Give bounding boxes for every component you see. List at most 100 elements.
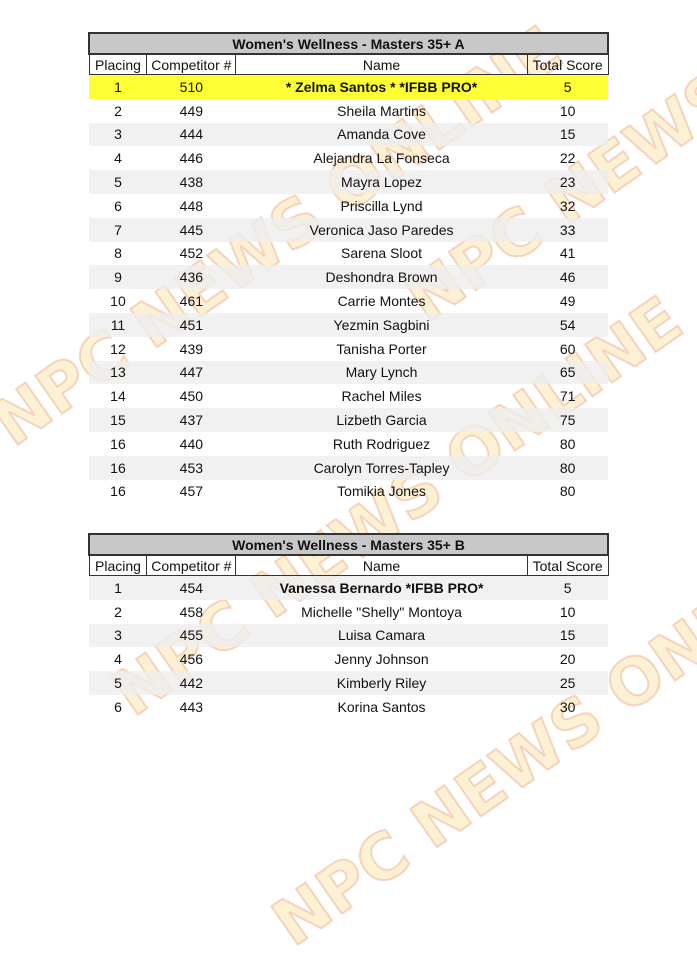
placing-cell: 3 <box>89 122 147 147</box>
total-score-cell: 23 <box>527 170 608 194</box>
competitor-name-cell: Luisa Camara <box>235 623 528 648</box>
placing-cell: 3 <box>89 623 147 648</box>
total-score-cell: 80 <box>527 455 608 480</box>
competitor-number-cell: 437 <box>146 408 236 432</box>
competitor-number-cell: 447 <box>146 360 236 385</box>
competitor-name-cell: Sheila Martins <box>337 102 426 119</box>
column-header: Competitor # <box>146 555 237 576</box>
competitor-name-cell: Veronica Jaso Paredes <box>235 217 528 242</box>
total-score-cell: 10 <box>559 603 576 620</box>
placing-cell: 16 <box>89 455 147 480</box>
placing-cell: 1 <box>89 74 147 99</box>
competitor-name-cell: Yezmin Sagbini <box>235 312 528 337</box>
competitor-number-cell: 440 <box>179 435 204 452</box>
column-header: Placing <box>88 555 148 576</box>
table-row: 4 456 Jenny Johnson 20 <box>89 647 608 671</box>
placing-cell: 11 <box>89 312 147 337</box>
table-row: 10 461 Carrie Montes 49 <box>89 289 608 313</box>
column-header: Total Score <box>526 54 609 75</box>
table-row: 2 449 Sheila Martins 10 <box>89 99 608 123</box>
table-row: 16 440 Ruth Rodriguez 80 <box>89 432 608 456</box>
competitor-name-cell: Mary Lynch <box>235 360 528 385</box>
table-title: Women's Wellness - Masters 35+ A <box>88 32 609 55</box>
total-score-cell: 5 <box>527 74 608 99</box>
table-title: Women's Wellness - Masters 35+ B <box>88 533 609 556</box>
total-score-cell: 49 <box>559 293 576 310</box>
placing-cell: 8 <box>114 245 122 262</box>
table-row: 13 447 Mary Lynch 65 <box>89 360 608 385</box>
competitor-number-cell: 450 <box>179 388 204 405</box>
placing-cell: 5 <box>89 170 147 194</box>
competitor-name-cell: Michelle "Shelly" Montoya <box>301 603 462 620</box>
column-header: Placing <box>88 54 148 75</box>
placing-cell: 5 <box>89 671 147 695</box>
table-row: 16 457 Tomikia Jones 80 <box>89 480 608 504</box>
total-score-cell: 41 <box>559 245 576 262</box>
competitor-name-cell: Carolyn Torres-Tapley <box>235 455 528 480</box>
table-row: 12 439 Tanisha Porter 60 <box>89 337 608 361</box>
table-row: 6 448 Priscilla Lynd 32 <box>89 194 608 218</box>
placing-cell: 1 <box>89 575 147 600</box>
competitor-number-cell: 438 <box>146 170 236 194</box>
competitor-number-cell: 443 <box>179 698 204 715</box>
competitor-name-cell: Ruth Rodriguez <box>332 435 431 452</box>
results-table-masters-a: Women's Wellness - Masters 35+ A Placing C… <box>88 32 609 503</box>
competitor-name-cell: * Zelma Santos * *IFBB PRO* <box>235 74 528 99</box>
table-row: 6 443 Korina Santos 30 <box>89 695 608 719</box>
total-score-cell: 33 <box>527 217 608 242</box>
placing-cell: 12 <box>110 340 126 357</box>
competitor-name-cell: Sarena Sloot <box>341 245 422 262</box>
table-row: 5 442 Kimberly Riley 25 <box>89 671 608 695</box>
table-row: 15 437 Lizbeth Garcia 75 <box>89 408 608 432</box>
placing-cell: 10 <box>110 293 126 310</box>
total-score-cell: 46 <box>527 265 608 290</box>
placing-cell: 2 <box>114 102 122 119</box>
competitor-name-cell: Priscilla Lynd <box>340 197 423 214</box>
total-score-cell: 15 <box>527 623 608 648</box>
total-score-cell: 22 <box>559 150 576 167</box>
total-score-cell: 71 <box>559 388 576 405</box>
table-row: 5 438 Mayra Lopez 23 <box>89 170 608 194</box>
placing-cell: 13 <box>89 360 147 385</box>
total-score-cell: 10 <box>559 102 576 119</box>
competitor-number-cell: 452 <box>179 245 204 262</box>
competitor-number-cell: 456 <box>179 651 204 668</box>
total-score-cell: 5 <box>527 575 608 600</box>
competitor-number-cell: 457 <box>179 483 204 500</box>
table-row: 14 450 Rachel Miles 71 <box>89 384 608 408</box>
total-score-cell: 80 <box>559 483 576 500</box>
total-score-cell: 80 <box>559 435 576 452</box>
competitor-number-cell: 455 <box>146 623 236 648</box>
placing-cell: 16 <box>110 435 126 452</box>
header-row: Placing Competitor # Name Total Score <box>88 54 609 75</box>
table-row: 11 451 Yezmin Sagbini 54 <box>89 312 608 337</box>
competitor-name-cell: Lizbeth Garcia <box>235 408 528 432</box>
competitor-name-cell: Carrie Montes <box>337 293 426 310</box>
header-row: Placing Competitor # Name Total Score <box>88 555 609 576</box>
total-score-cell: 65 <box>527 360 608 385</box>
total-score-cell: 20 <box>559 651 576 668</box>
competitor-name-cell: Deshondra Brown <box>235 265 528 290</box>
competitor-name-cell: Korina Santos <box>337 698 426 715</box>
competitor-name-cell: Mayra Lopez <box>235 170 528 194</box>
placing-cell: 14 <box>110 388 126 405</box>
placing-cell: 6 <box>114 698 122 715</box>
competitor-name-cell: Amanda Cove <box>235 122 528 147</box>
competitor-number-cell: 442 <box>146 671 236 695</box>
placing-cell: 7 <box>89 217 147 242</box>
competitor-name-cell: Tomikia Jones <box>337 483 426 500</box>
placing-cell: 15 <box>89 408 147 432</box>
table-row: 9 436 Deshondra Brown 46 <box>89 265 608 290</box>
total-score-cell: 15 <box>527 122 608 147</box>
competitor-number-cell: 436 <box>146 265 236 290</box>
competitor-name-cell: Jenny Johnson <box>334 651 429 668</box>
table-row: 3 455 Luisa Camara 15 <box>89 623 608 648</box>
column-header: Competitor # <box>146 54 237 75</box>
competitor-name-cell: Alejandra La Fonseca <box>313 150 450 167</box>
total-score-cell: 75 <box>527 408 608 432</box>
placing-cell: 6 <box>114 197 122 214</box>
total-score-cell: 30 <box>559 698 576 715</box>
competitor-number-cell: 449 <box>179 102 204 119</box>
table-row: 1 454 Vanessa Bernardo *IFBB PRO* 5 <box>89 575 608 600</box>
table-row: 4 446 Alejandra La Fonseca 22 <box>89 146 608 170</box>
